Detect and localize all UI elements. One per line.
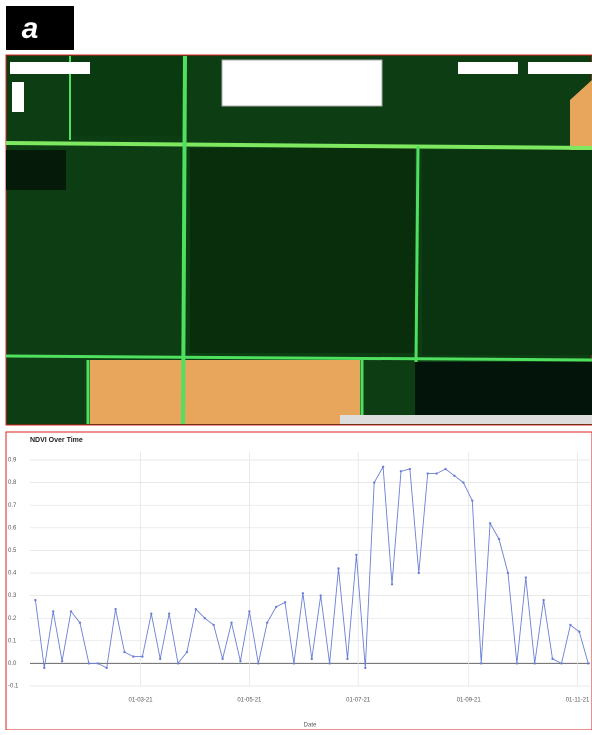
y-tick-label: 0.0 [8,661,17,667]
data-point [444,468,446,470]
data-point [114,608,116,610]
data-point [471,499,473,501]
data-point [43,667,45,669]
data-point [97,662,99,664]
data-point [427,472,429,474]
data-point [132,655,134,657]
data-point [141,655,143,657]
data-point [257,662,259,664]
data-point [453,475,455,477]
data-point [150,612,152,614]
data-point [516,662,518,664]
data-point [177,662,179,664]
x-tick-label: 01-05-21 [237,698,262,704]
data-point [507,572,509,574]
figure: a NDVI Over Time Date -0.1 0.0 0.1 0.2 0.3 0.… [0,0,592,730]
data-point [382,466,384,468]
data-point [52,610,54,612]
data-point [364,667,366,669]
data-point [61,660,63,662]
y-tick-label: 0.5 [8,548,17,554]
y-tick-label: 0.7 [8,503,17,509]
x-axis-label: Date [304,723,317,729]
y-tick-label: 0.8 [8,480,17,486]
data-point [212,624,214,626]
data-point [266,622,268,624]
x-tick-label: 01-03-21 [129,698,154,704]
data-point [284,601,286,603]
data-point [70,610,72,612]
y-tick-label: 0.6 [8,525,17,531]
x-tick-label: 01-07-21 [346,698,371,704]
data-point [195,608,197,610]
chart-title: NDVI Over Time [30,437,83,444]
data-point [435,472,437,474]
x-tick-label: 01-09-21 [457,698,482,704]
data-point [409,468,411,470]
data-point [248,610,250,612]
data-point [560,662,562,664]
data-point [355,554,357,556]
data-point [542,599,544,601]
data-point [204,617,206,619]
data-point [293,662,295,664]
y-tick-label: 0.9 [8,458,17,464]
data-point [230,622,232,624]
data-point [337,567,339,569]
data-point [320,594,322,596]
data-point [105,667,107,669]
data-point [534,662,536,664]
y-tick-label: 0.4 [8,571,17,577]
data-point [498,538,500,540]
data-point [346,658,348,660]
data-point [168,612,170,614]
data-point [186,651,188,653]
data-point [418,572,420,574]
data-point [462,481,464,483]
data-point [569,624,571,626]
panel-label: a [22,12,39,45]
data-point [88,662,90,664]
x-tick-label: 01-11-21 [566,698,590,704]
data-point [551,658,553,660]
data-point [311,658,313,660]
data-point [123,651,125,653]
data-point [275,606,277,608]
map [6,55,592,425]
data-point [79,622,81,624]
y-tick-label: 0.3 [8,593,17,599]
data-point [328,662,330,664]
data-point [578,631,580,633]
data-point [480,662,482,664]
data-point [159,658,161,660]
y-tick-label: -0.1 [8,684,19,690]
data-point [525,576,527,578]
data-point [239,660,241,662]
data-point [400,470,402,472]
panel-label-box [6,6,74,50]
y-tick-label: 0.1 [8,638,17,644]
data-point [489,522,491,524]
data-point [587,662,589,664]
data-point [391,583,393,585]
y-tick-label: 0.2 [8,616,17,622]
data-point [221,658,223,660]
data-point [302,592,304,594]
data-point [373,481,375,483]
data-point [34,599,36,601]
chart-frame [6,432,592,730]
